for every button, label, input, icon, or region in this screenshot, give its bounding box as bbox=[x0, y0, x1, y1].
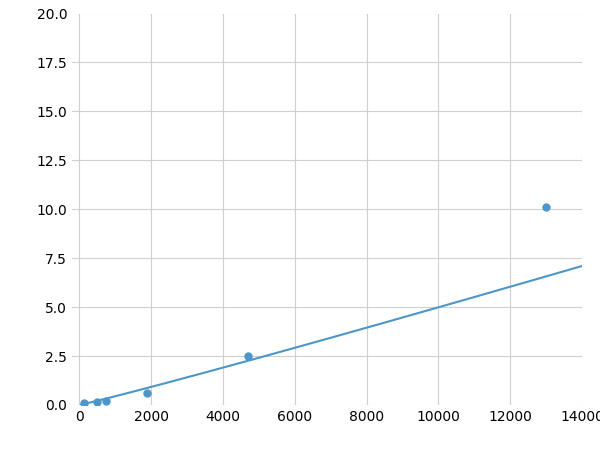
Point bbox=[101, 397, 111, 405]
Point bbox=[79, 400, 88, 407]
Point bbox=[243, 352, 253, 360]
Point bbox=[92, 398, 102, 405]
Point bbox=[541, 204, 551, 211]
Point bbox=[142, 390, 151, 397]
